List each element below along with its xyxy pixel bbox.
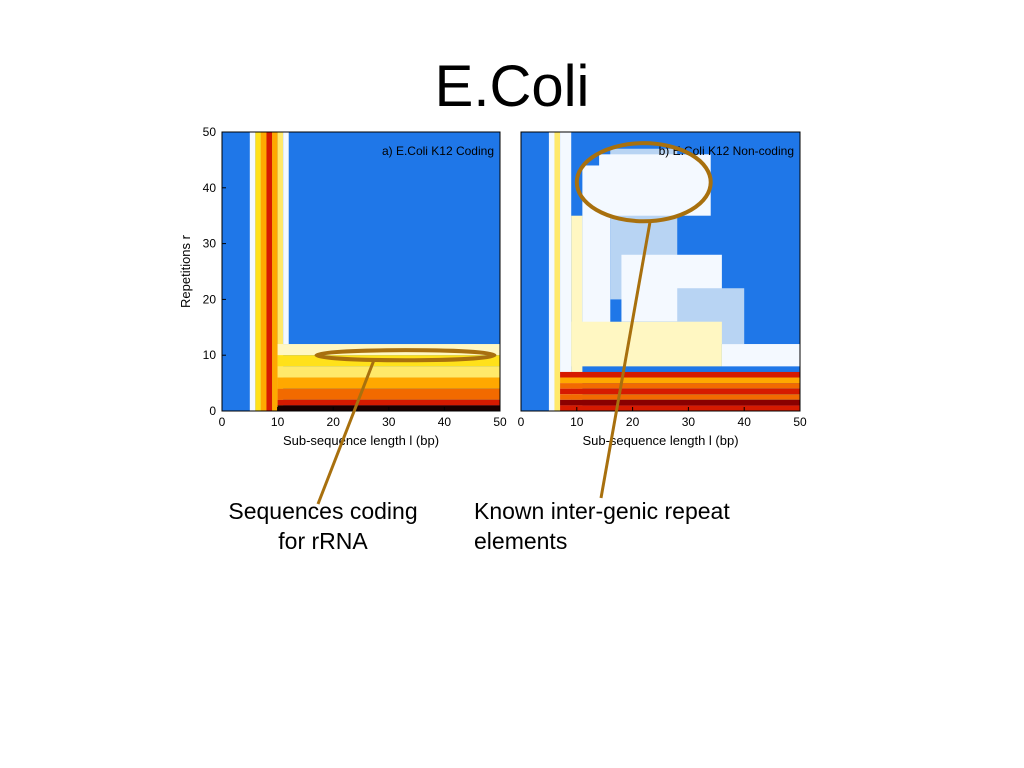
annotations	[314, 141, 713, 505]
x-tick-label: 40	[738, 415, 752, 429]
caption-repeat-elements-line: Known inter-genic repeat	[474, 498, 730, 524]
x-tick-label: 30	[382, 415, 396, 429]
x-tick-label: 0	[219, 415, 226, 429]
heatmap-cell	[260, 132, 267, 411]
y-tick-label: 10	[203, 348, 217, 362]
heatmap-cell	[560, 132, 572, 411]
y-tick-label: 20	[203, 292, 217, 306]
heatmap-cell	[277, 366, 500, 378]
plot-frame	[221, 131, 501, 412]
heatmap-cell	[560, 388, 800, 395]
heatmap-cell	[560, 383, 800, 389]
caption-rrna-line: Sequences coding	[228, 498, 418, 524]
annotation-leader-line	[599, 221, 652, 499]
heatmap-cell	[249, 132, 256, 411]
heatmap-cell	[554, 132, 561, 411]
caption-repeat-elements-line: elements	[474, 528, 568, 554]
heatmap-cell	[272, 132, 278, 411]
heatmap-cell	[255, 132, 261, 411]
y-tick-label: 0	[209, 404, 216, 418]
heatmap-cell	[560, 399, 800, 406]
heatmap-cell	[277, 377, 500, 389]
caption-repeat-elements: Known inter-genic repeat elements	[474, 496, 794, 556]
y-axis-label: Repetitions r	[178, 234, 193, 308]
x-tick-label: 40	[438, 415, 452, 429]
x-axis-label: Sub-sequence length l (bp)	[582, 433, 738, 448]
caption-rrna-line: for rRNA	[278, 528, 368, 554]
panel-label: a) E.Coli K12 Coding	[382, 144, 494, 158]
x-tick-label: 10	[570, 415, 584, 429]
heatmap-cell	[560, 377, 800, 384]
x-axis-label: Sub-sequence length l (bp)	[283, 433, 439, 448]
x-tick-label: 20	[626, 415, 640, 429]
x-tick-label: 0	[518, 415, 525, 429]
heatmap-cell	[277, 399, 500, 406]
annotation-ellipse	[314, 348, 497, 363]
heatmap-cell	[599, 154, 711, 216]
heatmap-cell	[548, 132, 555, 411]
heatmap-cell	[277, 132, 284, 411]
heatmap-cell	[283, 132, 289, 345]
heatmap-cell	[560, 405, 800, 411]
heatmap-cell	[560, 394, 800, 400]
heatmap-cell	[560, 371, 800, 378]
heatmap-cell	[266, 132, 273, 411]
plot-frame	[520, 131, 801, 412]
slide-title: E.Coli	[434, 54, 590, 119]
heatmap-cell	[571, 321, 722, 367]
x-tick-label: 20	[327, 415, 341, 429]
heatmap-cell	[277, 388, 500, 400]
y-tick-label: 30	[203, 237, 217, 251]
annotation-ellipse	[574, 141, 713, 224]
y-tick-label: 40	[203, 181, 217, 195]
x-tick-label: 50	[493, 415, 507, 429]
heatmap-panel-noncoding: 0 10 20 30 40 50b) E.Coli K12 Non-codingSub-s…	[518, 131, 807, 448]
x-tick-label: 10	[271, 415, 285, 429]
x-tick-label: 50	[793, 415, 807, 429]
annotation-leader-line	[316, 359, 376, 505]
y-tick-label: 50	[203, 125, 217, 139]
heatmap-panel-coding: 0 10 20 30 40 50 0 10 20 30 40 50 a) E.Coli K12 Codi…	[178, 125, 507, 448]
x-tick-label: 30	[682, 415, 696, 429]
caption-rrna: Sequences coding for rRNA	[208, 496, 438, 556]
heatmap-cell	[721, 344, 800, 367]
heatmap-cell	[571, 215, 583, 411]
